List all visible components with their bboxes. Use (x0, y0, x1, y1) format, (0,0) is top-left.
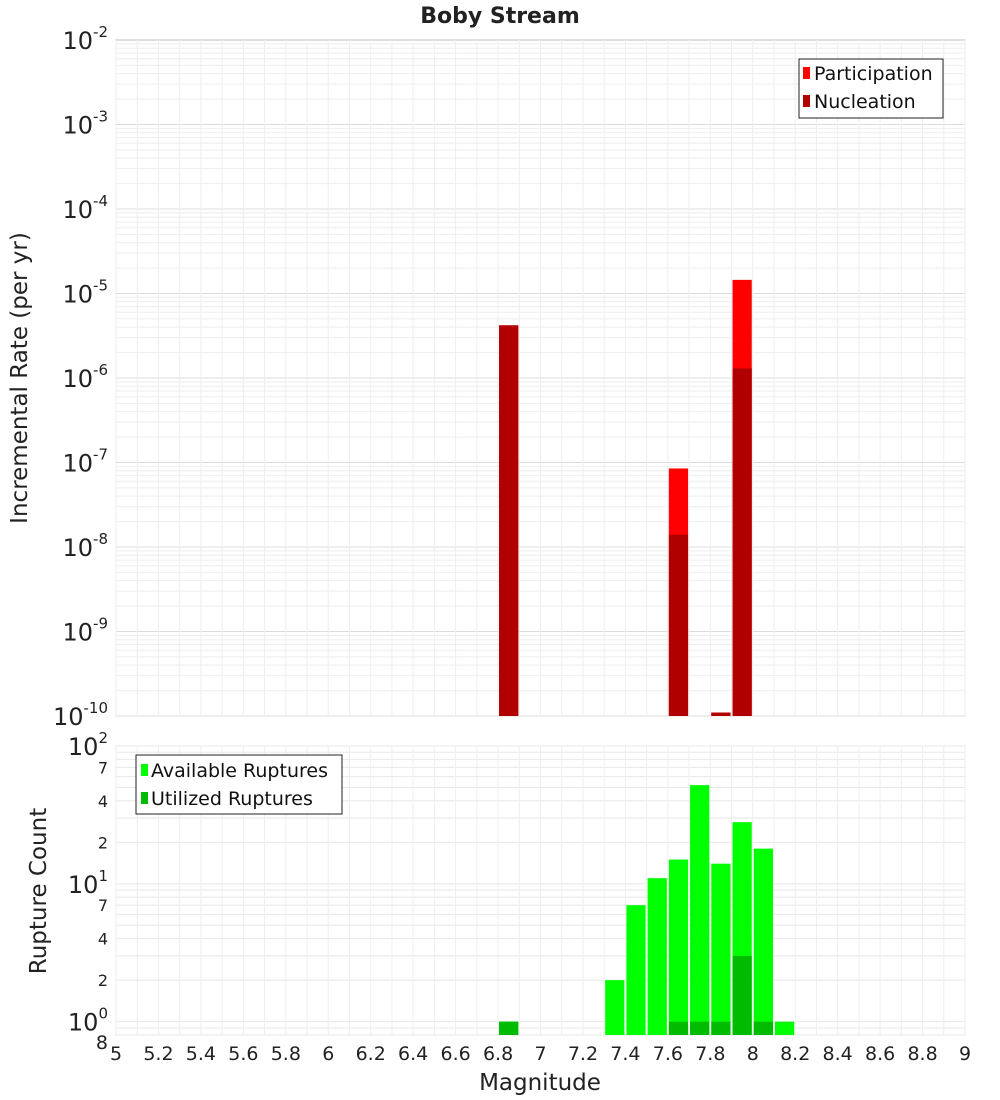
count-y-minor-tick-label: 4 (98, 792, 108, 811)
rate-y-tick-label: 10-4 (62, 192, 108, 224)
count-legend: Available Ruptures Utilized Ruptures (135, 754, 343, 815)
x-tick-label: 8.8 (907, 1043, 937, 1065)
x-tick-label: 7.8 (695, 1043, 725, 1065)
count-legend-label: Utilized Ruptures (151, 788, 313, 810)
rate-legend-label: Participation (814, 63, 933, 85)
x-tick-label: 6.6 (440, 1043, 470, 1065)
available-ruptures-bar (774, 1021, 795, 1035)
x-tick-label: 6 (322, 1043, 334, 1065)
nucleation-bar (711, 712, 731, 716)
count-y-minor-tick-label: 7 (98, 758, 108, 777)
available-ruptures-bar (605, 980, 625, 1035)
count-grid (115, 745, 966, 1036)
rate-bars (499, 279, 752, 716)
count-legend-box (135, 754, 343, 815)
x-tick-label: 5 (110, 1043, 122, 1065)
available-ruptures-bar (753, 848, 773, 1035)
utilized-ruptures-bar (668, 1021, 689, 1035)
count-legend-swatch (141, 792, 148, 804)
rate-y-tick-label: 10-7 (62, 446, 108, 478)
utilized-ruptures-bar (499, 1021, 519, 1035)
nucleation-bar (732, 368, 752, 716)
rate-y-tick-label: 10-8 (62, 530, 108, 562)
count-y-major-tick-label: 102 (68, 729, 108, 761)
available-ruptures-bar (626, 905, 646, 1035)
count-bars (499, 785, 795, 1035)
count-legend-label: Available Ruptures (151, 760, 328, 782)
x-tick-label: 5.2 (143, 1043, 173, 1065)
count-y-minor-tick-label: 8 (96, 1032, 108, 1054)
x-tick-label: 7.6 (653, 1043, 683, 1065)
x-tick-label: 7.2 (568, 1043, 598, 1065)
count-y-tick-labels: 102 101 100 7 4 2 7 4 2 8 (68, 729, 108, 1054)
x-tick-label: 8.6 (865, 1043, 895, 1065)
rate-y-tick-labels: 10-2 10-3 10-4 10-5 10-6 10-7 10-8 10-9 10-10 (53, 23, 108, 731)
x-tick-label: 5.8 (271, 1043, 301, 1065)
x-tick-label: 6.2 (356, 1043, 386, 1065)
x-tick-label: 5.4 (186, 1043, 216, 1065)
available-ruptures-bar (668, 859, 689, 1035)
x-tick-label: 6.4 (398, 1043, 428, 1065)
utilized-ruptures-bar (732, 955, 752, 1035)
rate-y-tick-label: 10-6 (62, 361, 108, 393)
available-ruptures-bar (690, 785, 710, 1035)
rate-y-tick-label: 10-10 (53, 699, 108, 731)
rate-y-tick-label: 10-3 (62, 108, 108, 140)
rate-legend-label: Nucleation (814, 91, 916, 113)
x-tick-label: 6.8 (483, 1043, 513, 1065)
rate-legend-swatch (803, 95, 810, 107)
count-y-major-tick-label: 101 (68, 867, 108, 899)
count-y-axis-label: Rupture Count (26, 808, 52, 974)
nucleation-bar (499, 325, 519, 716)
count-y-minor-tick-label: 4 (98, 930, 108, 949)
count-y-minor-tick-label: 2 (98, 833, 108, 852)
x-tick-label: 9 (959, 1043, 971, 1065)
count-y-minor-tick-label: 7 (98, 896, 108, 915)
rate-y-tick-label: 10-9 (62, 615, 108, 647)
utilized-ruptures-bar (690, 1021, 710, 1035)
rate-legend-swatch (803, 67, 810, 79)
available-ruptures-bar (711, 863, 731, 1035)
x-tick-label: 7.4 (610, 1043, 640, 1065)
rate-legend: Participation Nucleation (798, 58, 944, 119)
rate-panel: 10-2 10-3 10-4 10-5 10-6 10-7 10-8 10-9 10-10 In… (7, 23, 966, 731)
rate-y-tick-label: 10-5 (62, 277, 108, 309)
nucleation-bar (668, 534, 689, 716)
count-y-major-tick-label: 100 (68, 1005, 108, 1037)
rate-grid (115, 40, 966, 717)
utilized-ruptures-bar (753, 1021, 773, 1035)
chart-title: Boby Stream (420, 4, 580, 29)
available-ruptures-bar (647, 878, 667, 1035)
x-tick-label: 7 (534, 1043, 546, 1065)
x-tick-label: 8.4 (823, 1043, 853, 1065)
x-tick-labels: 5 5.2 5.4 5.6 5.8 6 6.2 6.4 6.6 6.8 7 7.2 7.4 7.6 7.8 8… (110, 1043, 971, 1065)
count-panel: 102 101 100 7 4 2 7 4 2 8 Rupture Count Available… (26, 729, 971, 1096)
count-legend-swatch (141, 764, 148, 776)
x-tick-label: 8 (747, 1043, 759, 1065)
utilized-ruptures-bar (711, 1021, 731, 1035)
rate-y-axis-label: Incremental Rate (per yr) (7, 232, 33, 524)
rate-y-tick-label: 10-2 (62, 23, 108, 55)
rate-legend-box (798, 58, 944, 119)
x-tick-label: 8.2 (780, 1043, 810, 1065)
count-y-minor-tick-label: 2 (98, 971, 108, 990)
x-axis-label: Magnitude (479, 1070, 601, 1096)
x-tick-label: 5.6 (228, 1043, 258, 1065)
